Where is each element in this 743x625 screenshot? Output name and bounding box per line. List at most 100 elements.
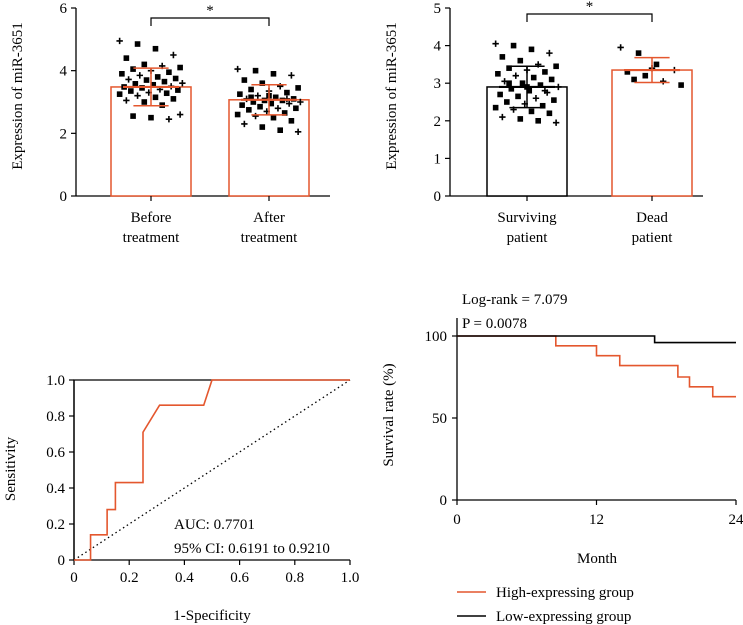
y-axis-label: Sensitivity bbox=[3, 436, 19, 501]
data-point bbox=[134, 92, 141, 99]
data-point bbox=[134, 41, 141, 47]
data-point bbox=[548, 76, 555, 83]
y-tick-label: 5 bbox=[434, 1, 442, 17]
data-point bbox=[248, 94, 254, 101]
data-point bbox=[510, 42, 517, 49]
data-point bbox=[237, 91, 243, 97]
significance-bracket bbox=[526, 13, 653, 22]
x-tick-label: 0 bbox=[70, 570, 78, 586]
data-point bbox=[553, 63, 559, 70]
data-point bbox=[617, 44, 624, 51]
p-value-stat: P = 0.0078 bbox=[462, 316, 527, 332]
plot-area: 0 1 2 3 4 5 Surviving patient Dead patient * bbox=[434, 0, 703, 246]
significance-bracket bbox=[150, 17, 270, 26]
panel-kaplan-meier: Log-rank = 7.079 P = 0.0078 Survival rat… bbox=[381, 292, 743, 625]
data-point bbox=[528, 108, 535, 115]
survival-curve-low bbox=[457, 335, 736, 344]
y-tick-label: 0 bbox=[434, 189, 442, 205]
y-tick-label: 0.4 bbox=[46, 481, 65, 497]
y-tick-label: 50 bbox=[432, 411, 447, 427]
data-point bbox=[259, 124, 266, 130]
data-point bbox=[250, 99, 257, 105]
data-point bbox=[175, 87, 181, 93]
data-point bbox=[116, 37, 123, 45]
data-point bbox=[154, 74, 161, 80]
data-point bbox=[161, 78, 168, 85]
data-point bbox=[281, 110, 288, 116]
data-point bbox=[116, 91, 123, 97]
data-point bbox=[517, 57, 524, 64]
y-tick-label: 1.0 bbox=[46, 373, 65, 389]
data-point bbox=[259, 80, 266, 86]
y-axis-label: Survival rate (%) bbox=[381, 363, 397, 466]
data-point bbox=[176, 111, 184, 118]
data-point bbox=[642, 72, 649, 79]
x-tick-label: 0.2 bbox=[120, 570, 139, 586]
data-point bbox=[270, 71, 277, 77]
data-point bbox=[163, 90, 170, 97]
y-tick-label: 100 bbox=[425, 329, 448, 345]
panel-roc-curve: Sensitivity 1-Specificity AUC: 0.7701 95… bbox=[3, 373, 359, 624]
x-tick-label: Surviving patient bbox=[497, 210, 557, 246]
data-point bbox=[150, 81, 157, 88]
data-point bbox=[678, 82, 684, 88]
data-point bbox=[288, 118, 295, 124]
data-point bbox=[492, 104, 499, 111]
data-point bbox=[653, 61, 660, 68]
legend: High-expressing group Low-expressing gro… bbox=[457, 585, 634, 625]
data-point bbox=[248, 86, 254, 93]
x-axis-label: Month bbox=[577, 551, 618, 567]
data-point bbox=[517, 116, 524, 122]
data-point bbox=[506, 65, 512, 71]
data-point bbox=[499, 54, 506, 60]
panel-survival-expression: Expression of miR-3651 0 1 2 3 4 5 Surviving pa… bbox=[384, 0, 703, 246]
x-tick-label: After treatment bbox=[241, 210, 298, 246]
x-tick-label: 24 bbox=[729, 512, 743, 528]
x-tick-label: 0.4 bbox=[175, 570, 194, 586]
data-point bbox=[274, 105, 282, 112]
data-point bbox=[288, 72, 295, 79]
data-point bbox=[170, 96, 177, 102]
data-point bbox=[130, 113, 136, 119]
data-point bbox=[172, 75, 179, 82]
data-point bbox=[294, 128, 302, 135]
survival-curve-high bbox=[457, 335, 736, 398]
data-point bbox=[535, 118, 541, 124]
y-axis-label: Expression of miR-3651 bbox=[384, 22, 400, 170]
data-point bbox=[143, 77, 150, 83]
data-point bbox=[252, 112, 259, 120]
data-point bbox=[512, 72, 519, 79]
data-point bbox=[234, 65, 241, 73]
data-point bbox=[495, 71, 501, 77]
y-tick-label: 0 bbox=[58, 553, 66, 569]
data-point bbox=[542, 69, 548, 75]
y-tick-label: 1 bbox=[434, 151, 442, 167]
data-point bbox=[277, 127, 283, 133]
data-point bbox=[526, 87, 533, 94]
data-point bbox=[241, 77, 248, 83]
y-tick-label: 4 bbox=[60, 64, 68, 80]
data-point bbox=[297, 98, 304, 106]
auc-annotation: AUC: 0.7701 bbox=[174, 517, 255, 533]
x-tick-label: 1.0 bbox=[341, 570, 360, 586]
data-point bbox=[285, 100, 293, 107]
data-point bbox=[506, 80, 512, 86]
data-point bbox=[515, 93, 521, 100]
data-point bbox=[293, 105, 299, 112]
data-point bbox=[541, 87, 549, 94]
data-point bbox=[519, 80, 526, 86]
data-point bbox=[141, 61, 148, 68]
data-point bbox=[284, 89, 290, 96]
diagonal-reference bbox=[73, 379, 351, 561]
data-point bbox=[128, 88, 134, 94]
ci-annotation: 95% CI: 0.6191 to 0.9210 bbox=[174, 541, 330, 557]
data-point bbox=[555, 83, 562, 91]
plot-area: 0 2 4 6 Before treatment After treatment * bbox=[60, 1, 330, 246]
data-point bbox=[246, 107, 252, 113]
data-point bbox=[635, 50, 642, 56]
x-tick-label: Dead patient bbox=[632, 210, 674, 246]
plot-area: 0 0.2 0.4 0.6 0.8 1.0 0 0.2 0.4 0.6 0.8 1.0 bbox=[46, 373, 359, 586]
significance-marker: * bbox=[206, 3, 214, 19]
data-point bbox=[537, 82, 544, 88]
